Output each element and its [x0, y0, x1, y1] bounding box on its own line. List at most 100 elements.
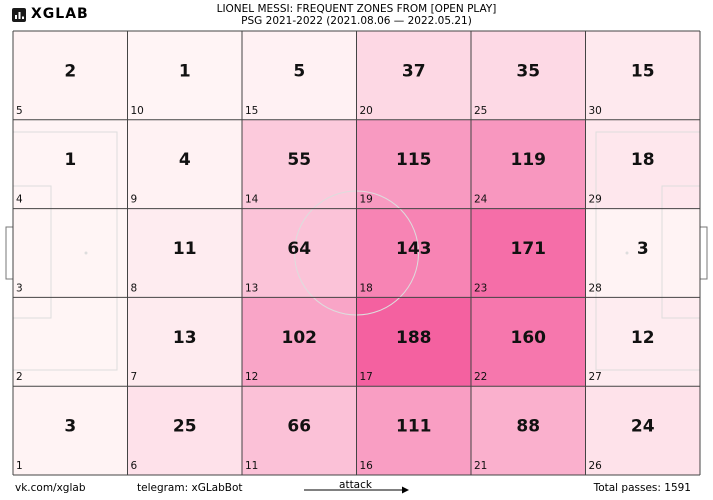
zone-cell-1: [13, 386, 128, 475]
brand-logo: XGLAB: [12, 5, 89, 23]
zone-number-22: 22: [474, 371, 487, 383]
zone-value-17: 188: [396, 328, 432, 348]
zone-number-18: 18: [360, 282, 373, 294]
zone-number-25: 25: [474, 105, 487, 117]
zone-value-9: 4: [179, 150, 191, 170]
zone-value-11: 66: [287, 417, 311, 437]
zone-value-24: 119: [511, 150, 547, 170]
zone-grid: [12, 30, 701, 476]
zone-cell-25: [471, 31, 586, 120]
left-goal: [5, 226, 14, 280]
zone-number-16: 16: [360, 460, 374, 472]
zone-cell-11: [242, 386, 357, 475]
total-passes: Total passes: 1591: [593, 482, 691, 494]
zone-value-14: 55: [287, 150, 311, 170]
zone-number-23: 23: [474, 282, 487, 294]
zone-number-29: 29: [589, 194, 602, 206]
zone-cell-10: [127, 31, 242, 120]
zone-number-8: 8: [131, 282, 138, 294]
zone-cell-28: [585, 208, 700, 298]
zone-number-10: 10: [131, 105, 144, 117]
zone-cell-21: [471, 386, 586, 475]
zone-number-12: 12: [245, 371, 258, 383]
zone-cell-13: [242, 208, 357, 298]
zone-cell-3: [13, 208, 128, 298]
zone-number-19: 19: [360, 194, 373, 206]
zone-number-4: 4: [16, 194, 23, 206]
zone-value-25: 35: [516, 61, 540, 81]
zone-number-7: 7: [131, 371, 138, 383]
zone-value-22: 160: [511, 328, 547, 348]
chart-title: LIONEL MESSI: FREQUENT ZONES FROM [OPEN …: [216, 3, 497, 15]
zone-number-6: 6: [131, 460, 138, 472]
zone-number-21: 21: [474, 460, 487, 472]
zone-cell-16: [356, 386, 471, 475]
zone-cell-15: [242, 31, 357, 120]
zone-cell-5: [13, 31, 128, 120]
zone-value-27: 12: [631, 328, 655, 348]
zone-value-1: 3: [64, 417, 76, 437]
heatmap-cells: [13, 31, 700, 475]
zone-labels: 2511051537203525153014495514115191192418…: [16, 61, 655, 472]
zone-cell-24: [471, 119, 586, 209]
zone-number-20: 20: [360, 105, 373, 117]
left-penalty-spot: [84, 251, 88, 255]
zone-cell-23: [471, 208, 586, 298]
zone-value-16: 111: [396, 417, 432, 437]
zone-number-15: 15: [245, 105, 258, 117]
zone-value-23: 171: [511, 239, 547, 259]
zone-number-2: 2: [16, 371, 23, 383]
zone-value-10: 1: [179, 61, 191, 81]
zone-cell-27: [585, 297, 700, 387]
zone-number-26: 26: [589, 460, 603, 472]
zone-value-8: 11: [173, 239, 197, 259]
zone-number-5: 5: [16, 105, 23, 117]
zone-value-7: 13: [173, 328, 197, 348]
zone-value-28: 3: [637, 239, 649, 259]
right-penalty-spot: [625, 251, 629, 255]
zone-cell-6: [127, 386, 242, 475]
zone-value-12: 102: [282, 328, 318, 348]
zone-value-29: 18: [631, 150, 655, 170]
chart-subtitle: PSG 2021-2022 (2021.08.06 — 2022.05.21): [241, 15, 472, 27]
zone-cell-8: [127, 208, 242, 298]
right-goal: [699, 226, 708, 280]
zone-value-26: 24: [631, 417, 655, 437]
zone-value-19: 115: [396, 150, 432, 170]
zone-cell-26: [585, 386, 700, 475]
footer-telegram: telegram: xGLabBot: [137, 482, 243, 494]
zone-cell-22: [471, 297, 586, 387]
zone-number-14: 14: [245, 194, 259, 206]
zone-cell-20: [356, 31, 471, 120]
zone-value-20: 37: [402, 61, 426, 81]
chart-title-block: LIONEL MESSI: FREQUENT ZONES FROM [OPEN …: [0, 3, 713, 27]
zone-cell-29: [585, 119, 700, 209]
attack-direction: attack: [304, 479, 409, 494]
zone-number-11: 11: [245, 460, 258, 472]
zone-number-13: 13: [245, 282, 258, 294]
zone-cell-4: [13, 119, 128, 209]
brand-name: XGLAB: [31, 6, 89, 22]
right-arrow-icon: [402, 486, 409, 494]
zone-cell-30: [585, 31, 700, 120]
zone-number-24: 24: [474, 194, 488, 206]
zone-number-28: 28: [589, 282, 602, 294]
zone-cell-7: [127, 297, 242, 387]
zone-number-3: 3: [16, 282, 23, 294]
zone-value-5: 2: [64, 61, 76, 81]
zone-number-9: 9: [131, 194, 138, 206]
zone-value-6: 25: [173, 417, 197, 437]
zone-value-21: 88: [516, 417, 540, 437]
zone-number-30: 30: [589, 105, 602, 117]
zone-value-18: 143: [396, 239, 432, 259]
zone-cell-18: [356, 208, 471, 298]
zone-value-4: 1: [64, 150, 76, 170]
zone-number-27: 27: [589, 371, 602, 383]
zone-cell-2: [13, 297, 128, 387]
zone-cell-9: [127, 119, 242, 209]
attack-label: attack: [339, 479, 373, 491]
zone-number-17: 17: [360, 371, 373, 383]
zone-number-1: 1: [16, 460, 23, 472]
zone-value-30: 15: [631, 61, 655, 81]
